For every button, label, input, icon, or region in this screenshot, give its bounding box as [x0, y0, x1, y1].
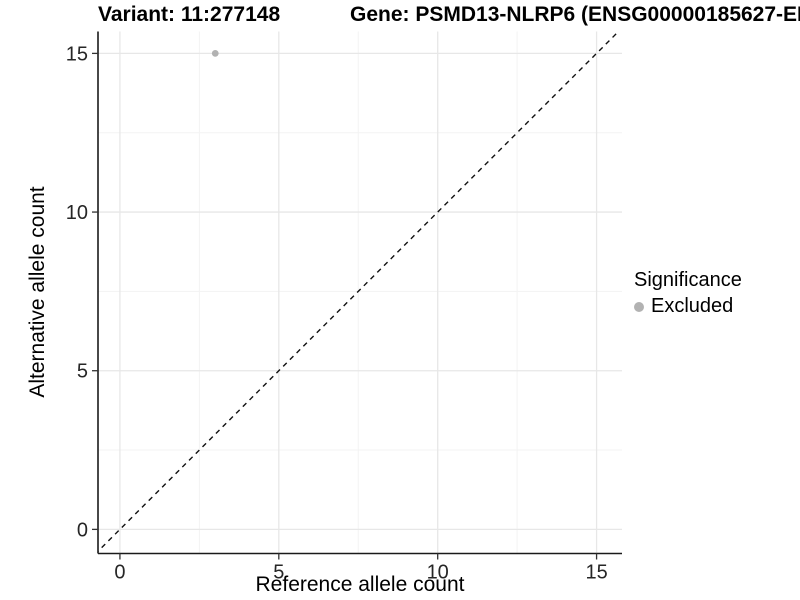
x-tick-label: 15	[585, 562, 607, 584]
legend: Significance Excluded	[634, 269, 742, 318]
y-tick-label: 10	[66, 202, 88, 224]
identity-line	[98, 31, 620, 553]
x-tick-label: 10	[427, 562, 449, 584]
variant-title: Variant: 11:277148	[98, 3, 281, 26]
y-axis-title: Alternative allele count	[26, 186, 49, 398]
legend-title: Significance	[634, 269, 742, 291]
y-tick-label: 5	[77, 361, 88, 383]
legend-item-excluded: Excluded	[634, 295, 742, 318]
data-point	[211, 49, 219, 57]
x-tick-label: 5	[273, 562, 284, 584]
y-tick-label: 0	[77, 519, 88, 541]
gene-title: Gene: PSMD13-NLRP6 (ENSG00000185627-ENS	[350, 3, 800, 26]
y-tick-label: 15	[66, 43, 88, 65]
legend-item-label: Excluded	[651, 295, 734, 317]
x-tick-label: 0	[114, 562, 125, 584]
legend-point-swatch	[634, 301, 644, 312]
x-axis-title: Reference allele count	[255, 573, 465, 596]
